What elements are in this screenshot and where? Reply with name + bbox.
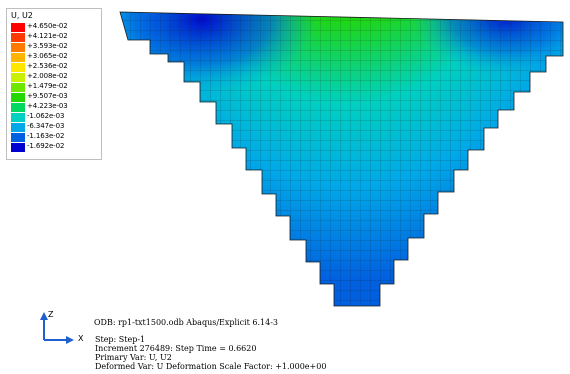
legend-entry: -1.163e-02 bbox=[11, 132, 99, 142]
legend-swatch bbox=[11, 133, 25, 142]
deformed-var-label: Deformed Var: U Deformation Scale Factor… bbox=[95, 362, 327, 371]
legend-swatch bbox=[11, 53, 25, 62]
legend-entry: -6.347e-03 bbox=[11, 122, 99, 132]
legend-entry: +4.650e-02 bbox=[11, 22, 99, 32]
legend-value: +3.593e-02 bbox=[27, 42, 68, 50]
legend-entry: +3.065e-02 bbox=[11, 52, 99, 62]
legend-entry: -1.062e-03 bbox=[11, 112, 99, 122]
legend-entry: +9.507e-03 bbox=[11, 92, 99, 102]
coordinate-triad: Z X bbox=[34, 310, 94, 350]
legend-swatch bbox=[11, 143, 25, 152]
legend-swatch bbox=[11, 123, 25, 132]
legend-value: -1.163e-02 bbox=[27, 132, 65, 140]
step-info-block: Step: Step-1 Increment 276489: Step Time… bbox=[95, 335, 326, 371]
legend-swatch bbox=[11, 23, 25, 32]
legend-value: +4.223e-03 bbox=[27, 102, 68, 110]
legend-value: +2.008e-02 bbox=[27, 72, 68, 80]
legend-entry: -1.692e-02 bbox=[11, 142, 99, 152]
triad-z-label: Z bbox=[48, 310, 54, 319]
mesh-outline bbox=[119, 11, 564, 307]
legend-value: +4.121e-02 bbox=[27, 32, 68, 40]
increment-label: Increment 276489: Step Time = 0.6620 bbox=[95, 344, 257, 353]
legend-value: +9.507e-03 bbox=[27, 92, 68, 100]
legend-entry: +3.593e-02 bbox=[11, 42, 99, 52]
legend-swatch bbox=[11, 93, 25, 102]
primary-var-label: Primary Var: U, U2 bbox=[95, 353, 172, 362]
legend-swatch bbox=[11, 63, 25, 72]
legend-title: U, U2 bbox=[11, 11, 33, 20]
legend-swatch bbox=[11, 43, 25, 52]
step-label: Step: Step-1 bbox=[95, 335, 146, 344]
mesh-contour bbox=[120, 12, 563, 306]
legend-value: +4.650e-02 bbox=[27, 22, 68, 30]
legend-value: -1.062e-03 bbox=[27, 112, 65, 120]
legend-swatch bbox=[11, 73, 25, 82]
legend-entry: +1.479e-02 bbox=[11, 82, 99, 92]
triad-axes-icon bbox=[40, 312, 74, 344]
legend-swatch bbox=[11, 103, 25, 112]
legend-value: +3.065e-02 bbox=[27, 52, 68, 60]
legend-entry: +4.121e-02 bbox=[11, 32, 99, 42]
legend-value: -6.347e-03 bbox=[27, 122, 65, 130]
legend-entry: +4.223e-03 bbox=[11, 102, 99, 112]
odb-info: ODB: rp1-txt1500.odb Abaqus/Explicit 6.1… bbox=[94, 318, 279, 327]
legend-entry: +2.008e-02 bbox=[11, 72, 99, 82]
legend-swatch bbox=[11, 33, 25, 42]
legend-swatch bbox=[11, 83, 25, 92]
triad-x-label: X bbox=[78, 334, 84, 343]
legend-value: -1.692e-02 bbox=[27, 142, 65, 150]
legend-entry: +2.536e-02 bbox=[11, 62, 99, 72]
legend-swatch bbox=[11, 113, 25, 122]
legend-value: +1.479e-02 bbox=[27, 82, 68, 90]
contour-legend: U, U2 +4.650e-02 +4.121e-02 +3.593e-02 +3.0… bbox=[6, 8, 102, 160]
legend-value: +2.536e-02 bbox=[27, 62, 68, 70]
